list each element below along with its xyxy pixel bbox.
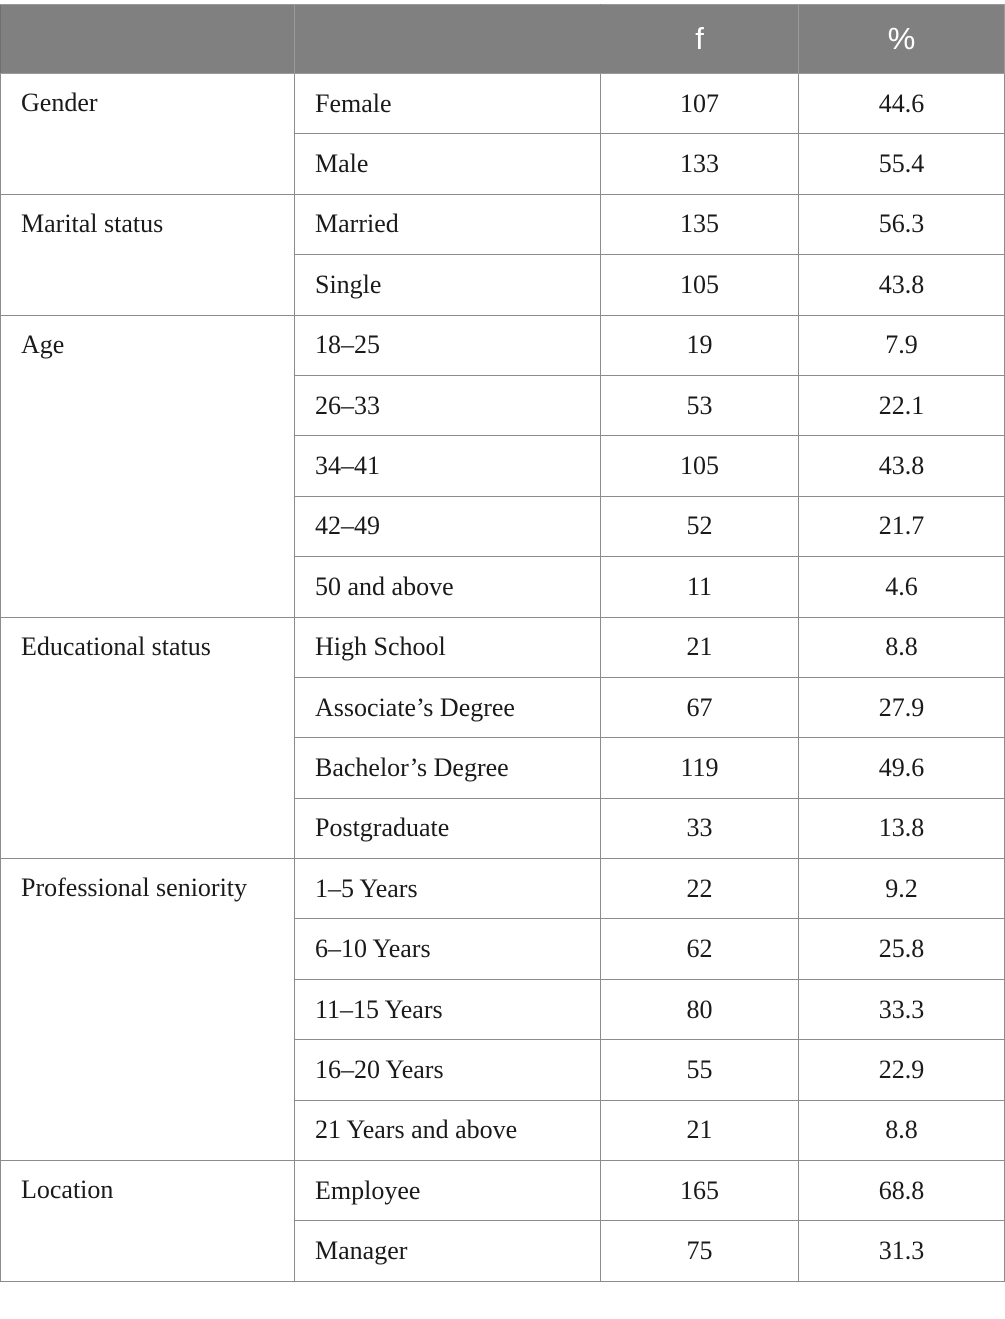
table-row: Age 18–25 19 7.9: [0, 314, 1005, 618]
category-cell: High School: [294, 616, 601, 678]
category-cell: 42–49: [294, 495, 601, 558]
frequency-cell: 133: [600, 133, 799, 195]
category-cell: Married: [294, 193, 601, 256]
percent-cell: 56.3: [798, 193, 1005, 256]
table-row: Single 105 43.8: [1, 254, 1005, 316]
category-cell: Manager: [294, 1220, 601, 1282]
percent-cell: 68.8: [798, 1160, 1005, 1222]
percent-cell: 13.8: [798, 797, 1005, 860]
group-label: Marital status: [0, 193, 295, 316]
group-label: Educational status: [0, 616, 295, 860]
header-cell-percent: %: [798, 4, 1005, 74]
category-cell: 34–41: [294, 435, 601, 497]
table-row: 42–49 52 21.7: [1, 495, 1005, 558]
category-cell: 16–20 Years: [294, 1039, 601, 1101]
percent-cell: 22.9: [798, 1039, 1005, 1101]
frequency-cell: 105: [600, 435, 799, 497]
category-cell: 1–5 Years: [294, 858, 601, 920]
category-cell: 26–33: [294, 374, 601, 437]
percent-cell: 27.9: [798, 676, 1005, 739]
category-cell: Employee: [294, 1160, 601, 1222]
frequency-cell: 55: [600, 1039, 799, 1101]
frequency-cell: 11: [600, 556, 799, 618]
percent-cell: 25.8: [798, 918, 1005, 980]
group-label: Age: [0, 314, 295, 618]
percent-cell: 8.8: [798, 1099, 1005, 1162]
frequency-cell: 107: [600, 72, 799, 135]
table-row: Educational status High School 21 8.8: [0, 616, 1005, 860]
table-row: Bachelor’s Degree 119 49.6: [1, 737, 1005, 799]
header-cell-frequency: f: [600, 4, 799, 74]
percent-cell: 7.9: [798, 314, 1005, 376]
category-cell: 21 Years and above: [294, 1099, 601, 1162]
category-cell: Single: [294, 254, 601, 316]
category-cell: 18–25: [294, 314, 601, 376]
frequency-cell: 19: [600, 314, 799, 376]
frequency-cell: 67: [600, 676, 799, 739]
table-row: Postgraduate 33 13.8: [1, 797, 1005, 860]
frequency-cell: 53: [600, 374, 799, 437]
percent-cell: 21.7: [798, 495, 1005, 558]
frequency-cell: 75: [600, 1220, 799, 1282]
header-cell-category: [294, 4, 601, 74]
percent-cell: 4.6: [798, 556, 1005, 618]
frequency-cell: 21: [600, 616, 799, 678]
table-row: 34–41 105 43.8: [1, 435, 1005, 497]
table-row: Professional seniority 1–5 Years 22 9.2: [0, 858, 1005, 1162]
category-cell: Associate’s Degree: [294, 676, 601, 739]
frequency-cell: 33: [600, 797, 799, 860]
percent-cell: 44.6: [798, 72, 1005, 135]
percent-cell: 55.4: [798, 133, 1005, 195]
frequency-cell: 165: [600, 1160, 799, 1222]
table-body: Gender Female 107 44.6 Male 133 55.4 Marital st…: [0, 72, 1005, 1282]
frequency-cell: 62: [600, 918, 799, 980]
frequency-cell: 135: [600, 193, 799, 256]
table-row: Location Employee 165 68.8: [0, 1160, 1005, 1282]
category-cell: Male: [294, 133, 601, 195]
table-row: Gender Female 107 44.6: [0, 72, 1005, 195]
group-label: Location: [0, 1160, 295, 1282]
table-row: 16–20 Years 55 22.9: [1, 1039, 1005, 1101]
percent-cell: 9.2: [798, 858, 1005, 920]
category-cell: 6–10 Years: [294, 918, 601, 980]
header-row: f %: [0, 4, 1005, 74]
table-row: 11–15 Years 80 33.3: [1, 978, 1005, 1041]
frequency-cell: 119: [600, 737, 799, 799]
percent-cell: 43.8: [798, 435, 1005, 497]
frequency-cell: 21: [600, 1099, 799, 1162]
category-cell: Bachelor’s Degree: [294, 737, 601, 799]
table-row: 21 Years and above 21 8.8: [1, 1099, 1005, 1162]
table-header: f %: [0, 4, 1005, 74]
frequency-cell: 105: [600, 254, 799, 316]
frequency-cell: 80: [600, 978, 799, 1041]
group-label: Professional seniority: [0, 858, 295, 1162]
frequency-cell: 52: [600, 495, 799, 558]
table-row: Male 133 55.4: [1, 133, 1005, 195]
percent-cell: 22.1: [798, 374, 1005, 437]
group-label: Gender: [0, 73, 295, 195]
category-cell: 50 and above: [294, 556, 601, 618]
table-row: 26–33 53 22.1: [1, 374, 1005, 437]
category-cell: 11–15 Years: [294, 978, 601, 1041]
table-row: 50 and above 11 4.6: [1, 556, 1005, 618]
category-cell: Postgraduate: [294, 797, 601, 860]
percent-cell: 33.3: [798, 978, 1005, 1041]
table-row: Marital status Married 135 56.3: [0, 193, 1005, 316]
percent-cell: 31.3: [798, 1220, 1005, 1282]
percent-cell: 49.6: [798, 737, 1005, 799]
percent-cell: 8.8: [798, 616, 1005, 678]
category-cell: Female: [294, 72, 601, 135]
frequency-cell: 22: [600, 858, 799, 920]
percent-cell: 43.8: [798, 254, 1005, 316]
demographics-table: f % Gender Female 107 44.6 Male 133 55.4 Marita…: [0, 4, 1005, 1282]
table-row: Associate’s Degree 67 27.9: [1, 676, 1005, 739]
table-row: Manager 75 31.3: [1, 1220, 1005, 1282]
header-cell-group: [0, 4, 295, 74]
